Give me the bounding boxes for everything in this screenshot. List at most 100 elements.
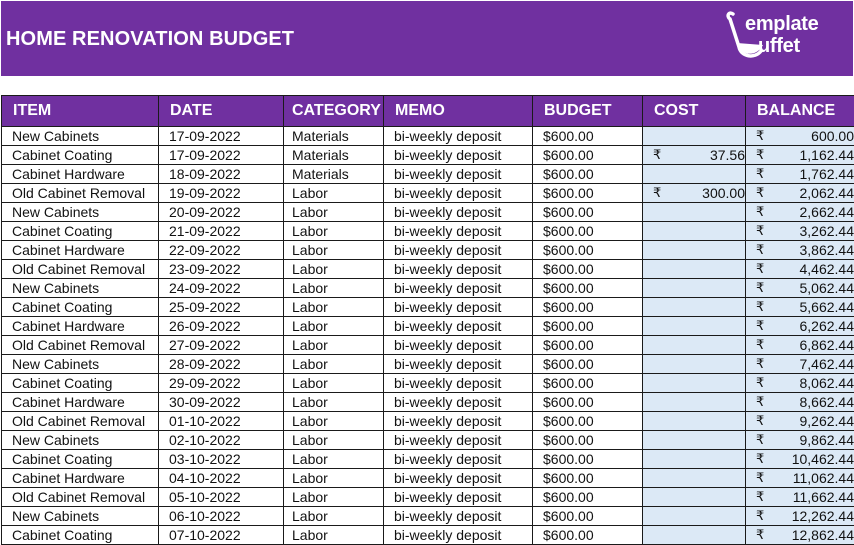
balance-cell[interactable]: ₹8,662.44 (745, 392, 854, 412)
cost-cell[interactable] (642, 373, 746, 393)
item-cell[interactable]: Cabinet Coating (1, 297, 159, 317)
date-cell[interactable]: 25-09-2022 (158, 297, 284, 317)
cost-cell[interactable] (642, 221, 746, 241)
memo-cell[interactable]: bi-weekly deposit (383, 145, 533, 165)
budget-cell[interactable]: $600.00 (532, 449, 643, 469)
category-cell[interactable]: Labor (283, 183, 384, 203)
budget-cell[interactable]: $600.00 (532, 430, 643, 450)
category-cell[interactable]: Labor (283, 297, 384, 317)
item-cell[interactable]: Cabinet Coating (1, 525, 159, 545)
category-cell[interactable]: Labor (283, 525, 384, 545)
cost-cell[interactable] (642, 240, 746, 260)
cost-cell[interactable] (642, 126, 746, 146)
memo-cell[interactable]: bi-weekly deposit (383, 449, 533, 469)
balance-cell[interactable]: ₹2,662.44 (745, 202, 854, 222)
category-cell[interactable]: Materials (283, 164, 384, 184)
category-cell[interactable]: Labor (283, 449, 384, 469)
category-cell[interactable]: Labor (283, 506, 384, 526)
budget-cell[interactable]: $600.00 (532, 411, 643, 431)
column-header-item[interactable]: ITEM (1, 95, 159, 127)
memo-cell[interactable]: bi-weekly deposit (383, 487, 533, 507)
date-cell[interactable]: 23-09-2022 (158, 259, 284, 279)
balance-cell[interactable]: ₹8,062.44 (745, 373, 854, 393)
cost-cell[interactable] (642, 449, 746, 469)
date-cell[interactable]: 04-10-2022 (158, 468, 284, 488)
date-cell[interactable]: 21-09-2022 (158, 221, 284, 241)
budget-cell[interactable]: $600.00 (532, 373, 643, 393)
item-cell[interactable]: New Cabinets (1, 354, 159, 374)
budget-cell[interactable]: $600.00 (532, 297, 643, 317)
item-cell[interactable]: New Cabinets (1, 202, 159, 222)
budget-cell[interactable]: $600.00 (532, 259, 643, 279)
balance-cell[interactable]: ₹6,862.44 (745, 335, 854, 355)
memo-cell[interactable]: bi-weekly deposit (383, 392, 533, 412)
date-cell[interactable]: 19-09-2022 (158, 183, 284, 203)
date-cell[interactable]: 24-09-2022 (158, 278, 284, 298)
item-cell[interactable]: Old Cabinet Removal (1, 259, 159, 279)
balance-cell[interactable]: ₹12,262.44 (745, 506, 854, 526)
category-cell[interactable]: Materials (283, 126, 384, 146)
cost-cell[interactable] (642, 487, 746, 507)
cost-cell[interactable] (642, 392, 746, 412)
cost-cell[interactable]: ₹37.56 (642, 145, 746, 165)
date-cell[interactable]: 02-10-2022 (158, 430, 284, 450)
item-cell[interactable]: Cabinet Hardware (1, 240, 159, 260)
date-cell[interactable]: 28-09-2022 (158, 354, 284, 374)
memo-cell[interactable]: bi-weekly deposit (383, 278, 533, 298)
column-header-budget[interactable]: BUDGET (532, 95, 643, 127)
budget-cell[interactable]: $600.00 (532, 468, 643, 488)
category-cell[interactable]: Labor (283, 430, 384, 450)
balance-cell[interactable]: ₹5,662.44 (745, 297, 854, 317)
budget-cell[interactable]: $600.00 (532, 183, 643, 203)
balance-cell[interactable]: ₹11,662.44 (745, 487, 854, 507)
date-cell[interactable]: 18-09-2022 (158, 164, 284, 184)
memo-cell[interactable]: bi-weekly deposit (383, 183, 533, 203)
category-cell[interactable]: Labor (283, 487, 384, 507)
budget-cell[interactable]: $600.00 (532, 145, 643, 165)
column-header-balance[interactable]: BALANCE (745, 95, 854, 127)
budget-cell[interactable]: $600.00 (532, 164, 643, 184)
balance-cell[interactable]: ₹1,762.44 (745, 164, 854, 184)
category-cell[interactable]: Materials (283, 145, 384, 165)
balance-cell[interactable]: ₹9,862.44 (745, 430, 854, 450)
item-cell[interactable]: Cabinet Hardware (1, 392, 159, 412)
budget-cell[interactable]: $600.00 (532, 506, 643, 526)
item-cell[interactable]: Old Cabinet Removal (1, 335, 159, 355)
balance-cell[interactable]: ₹7,462.44 (745, 354, 854, 374)
cost-cell[interactable] (642, 411, 746, 431)
item-cell[interactable]: Cabinet Coating (1, 373, 159, 393)
balance-cell[interactable]: ₹1,162.44 (745, 145, 854, 165)
balance-cell[interactable]: ₹3,262.44 (745, 221, 854, 241)
balance-cell[interactable]: ₹11,062.44 (745, 468, 854, 488)
memo-cell[interactable]: bi-weekly deposit (383, 525, 533, 545)
budget-cell[interactable]: $600.00 (532, 126, 643, 146)
balance-cell[interactable]: ₹6,262.44 (745, 316, 854, 336)
date-cell[interactable]: 03-10-2022 (158, 449, 284, 469)
date-cell[interactable]: 01-10-2022 (158, 411, 284, 431)
memo-cell[interactable]: bi-weekly deposit (383, 297, 533, 317)
category-cell[interactable]: Labor (283, 392, 384, 412)
budget-cell[interactable]: $600.00 (532, 221, 643, 241)
memo-cell[interactable]: bi-weekly deposit (383, 468, 533, 488)
item-cell[interactable]: Cabinet Coating (1, 221, 159, 241)
memo-cell[interactable]: bi-weekly deposit (383, 430, 533, 450)
column-header-cost[interactable]: COST (642, 95, 746, 127)
memo-cell[interactable]: bi-weekly deposit (383, 354, 533, 374)
item-cell[interactable]: New Cabinets (1, 278, 159, 298)
balance-cell[interactable]: ₹600.00 (745, 126, 854, 146)
item-cell[interactable]: Cabinet Hardware (1, 316, 159, 336)
category-cell[interactable]: Labor (283, 354, 384, 374)
item-cell[interactable]: New Cabinets (1, 126, 159, 146)
balance-cell[interactable]: ₹5,062.44 (745, 278, 854, 298)
memo-cell[interactable]: bi-weekly deposit (383, 411, 533, 431)
budget-cell[interactable]: $600.00 (532, 487, 643, 507)
memo-cell[interactable]: bi-weekly deposit (383, 316, 533, 336)
item-cell[interactable]: Cabinet Hardware (1, 164, 159, 184)
budget-cell[interactable]: $600.00 (532, 316, 643, 336)
category-cell[interactable]: Labor (283, 259, 384, 279)
cost-cell[interactable] (642, 335, 746, 355)
memo-cell[interactable]: bi-weekly deposit (383, 164, 533, 184)
memo-cell[interactable]: bi-weekly deposit (383, 126, 533, 146)
memo-cell[interactable]: bi-weekly deposit (383, 202, 533, 222)
item-cell[interactable]: Cabinet Hardware (1, 468, 159, 488)
